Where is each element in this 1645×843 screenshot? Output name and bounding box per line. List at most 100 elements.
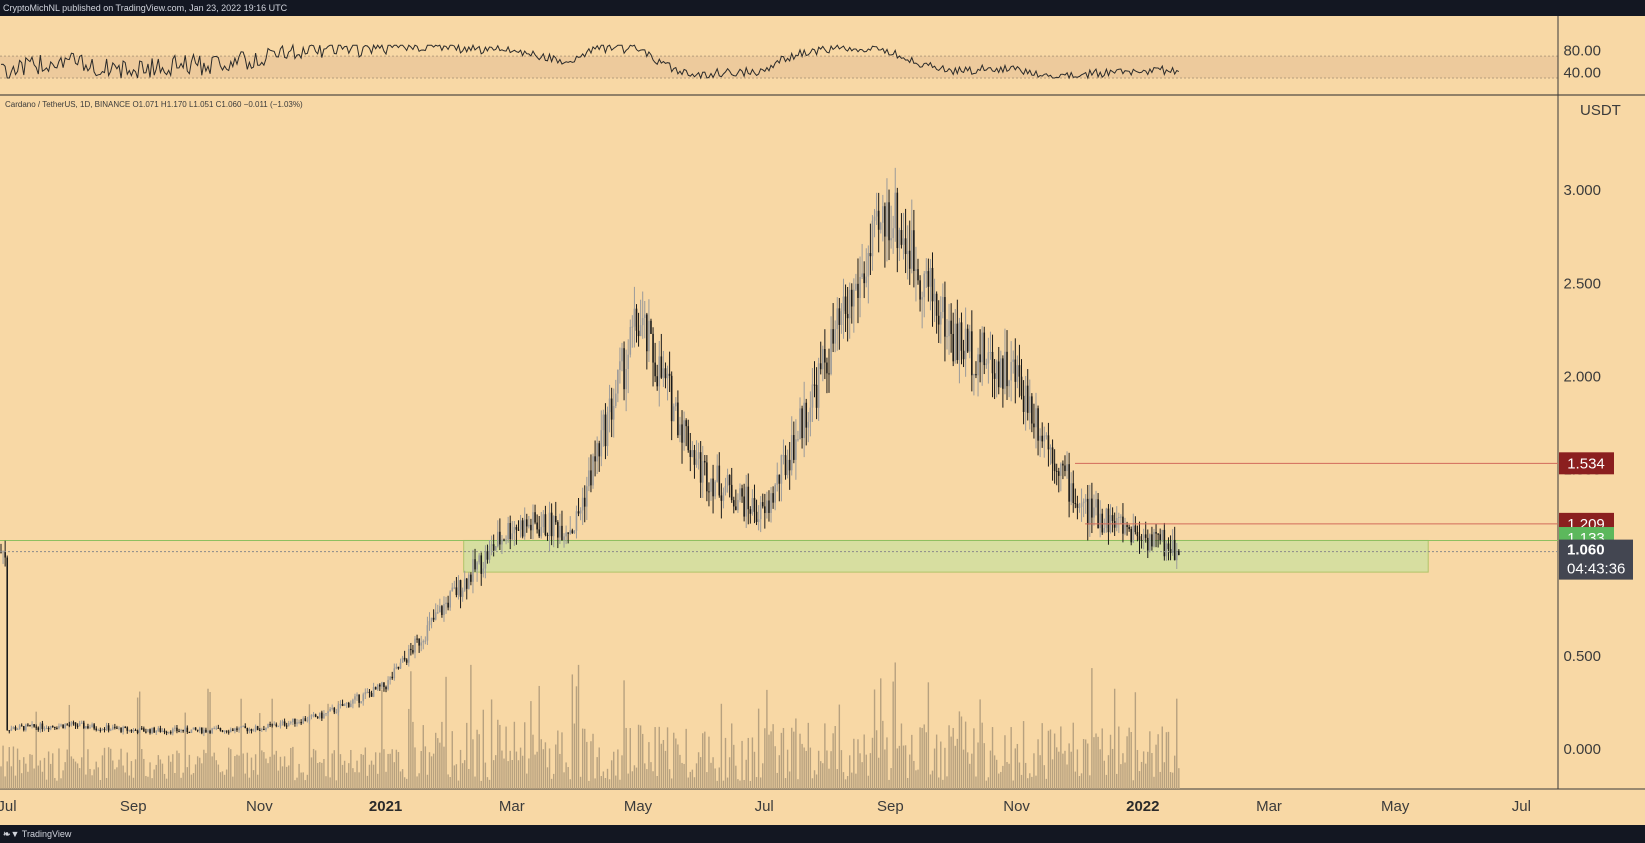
volume-bar [374, 752, 377, 789]
volume-bar [83, 720, 85, 789]
candle-body [712, 478, 714, 497]
candle-body [207, 730, 209, 733]
volume-bar [1074, 771, 1077, 789]
candle-body [714, 481, 716, 497]
volume-bar [461, 763, 464, 789]
volume-bar [401, 769, 404, 789]
candle-body [513, 527, 516, 534]
candle-body [575, 511, 578, 531]
candle-body [22, 726, 25, 731]
volume-bar [784, 778, 787, 789]
candle-body [341, 703, 344, 707]
candle-body [625, 368, 627, 390]
volume-bar [873, 689, 876, 789]
volume-bar [6, 761, 8, 789]
candle-body [1045, 435, 1048, 437]
volume-bar [1091, 668, 1093, 789]
volume-bar [772, 724, 774, 789]
time-axis[interactable]: Jul Sep Nov 2021 Mar May Jul Sep Nov 2022 Mar May Ju… [0, 798, 1531, 815]
volume-bar [292, 746, 294, 789]
current-price-label: 1.060 [1567, 542, 1605, 559]
volume-bar [1095, 733, 1097, 789]
volume-bar [656, 776, 658, 789]
volume-bar [21, 773, 23, 789]
candle-body [403, 657, 406, 660]
candle-body [952, 333, 954, 362]
volume-bar [1122, 753, 1124, 789]
volume-bar [85, 774, 87, 789]
volume-bar [337, 700, 340, 789]
candle-body [991, 351, 994, 374]
volume-bar [530, 701, 532, 789]
volume-bar [644, 763, 646, 789]
volume-bar [1058, 751, 1060, 789]
candle-body [1089, 498, 1091, 525]
candle-body [540, 527, 543, 537]
volume-bar [472, 739, 474, 789]
candle-body [588, 470, 590, 487]
candle-body [666, 373, 669, 379]
volume-bar [397, 752, 400, 789]
candle-body [776, 474, 779, 485]
volume-bar [283, 756, 286, 789]
price-chart[interactable]: 80.00 40.00 Cardano / TetherUS, 1D, BINA… [0, 16, 1645, 825]
current-price-badge-bg [1559, 539, 1633, 580]
volume-bar [811, 778, 814, 789]
candle-body [662, 368, 665, 378]
candle-body [41, 723, 44, 729]
candle-body [124, 727, 126, 729]
candle-body [933, 293, 936, 302]
candle-body [116, 727, 118, 729]
candle-body [1142, 534, 1145, 541]
volume-bar [571, 674, 574, 789]
candle-body [693, 450, 696, 465]
candle-body [430, 617, 433, 622]
candle-body [51, 726, 54, 728]
volume-bar [664, 750, 667, 789]
candle-body [1064, 465, 1066, 472]
candle-body [89, 727, 91, 729]
volume-bar [1151, 753, 1153, 789]
candle-body [211, 728, 213, 734]
candle-body [859, 276, 861, 298]
candle-body [507, 523, 509, 540]
volume-bar [526, 773, 528, 789]
candle-body [470, 574, 472, 582]
volume-bar [637, 724, 640, 789]
candle-body [120, 727, 122, 732]
candle-body [1031, 396, 1033, 424]
time-tick-label: Jul [0, 798, 17, 815]
candle-body [205, 729, 207, 733]
volume-bar [447, 774, 449, 789]
volume-bar [441, 721, 443, 789]
volume-bar [298, 763, 300, 789]
volume-bar [387, 753, 389, 789]
candle-body [261, 729, 263, 731]
candle-body [579, 510, 582, 514]
candle-body [432, 617, 435, 620]
candle-body [455, 587, 458, 596]
candle-body [376, 684, 379, 690]
candle-body [1095, 499, 1097, 508]
candle-body [931, 267, 934, 302]
candle-body [414, 638, 416, 653]
candle-body [954, 323, 957, 362]
candle-body [482, 568, 485, 574]
volume-bar [331, 753, 333, 789]
candle-body [594, 456, 596, 462]
support-zone [463, 539, 1429, 573]
candle-body [271, 724, 273, 726]
candle-body [267, 724, 269, 728]
candle-body [463, 578, 466, 591]
candle-body [1078, 506, 1081, 508]
volume-bar [294, 780, 296, 789]
candle-body [728, 474, 731, 485]
volume-bar [420, 751, 422, 789]
candle-body [635, 308, 638, 331]
candle-body [929, 267, 932, 287]
candle-body [2, 551, 4, 553]
price-tick-label: 3.000 [1563, 182, 1601, 199]
candle-body [981, 332, 983, 363]
candle-body [1086, 498, 1089, 525]
volume-bar [946, 776, 948, 789]
